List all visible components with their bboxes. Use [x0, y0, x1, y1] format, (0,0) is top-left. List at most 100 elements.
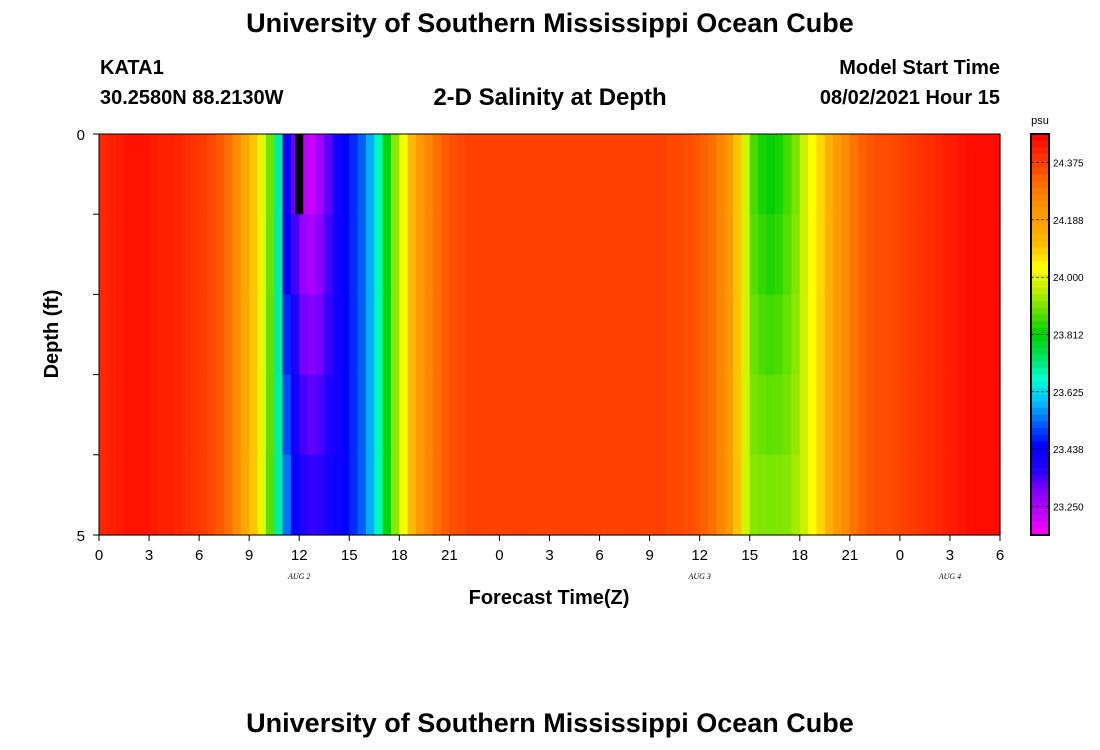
colorbar-swatch	[1031, 521, 1049, 529]
heatmap-cell	[482, 294, 492, 376]
heatmap-cell	[299, 134, 309, 215]
heatmap-cell	[766, 134, 776, 215]
heatmap-cell	[499, 294, 509, 376]
heatmap-cell	[991, 294, 1001, 376]
heatmap-cell	[616, 454, 626, 536]
heatmap-cell	[632, 214, 642, 295]
heatmap-cell	[591, 294, 601, 376]
heatmap-cell	[265, 294, 275, 376]
heatmap-cell	[507, 214, 517, 295]
heatmap-cell	[149, 214, 158, 295]
heatmap-cell	[491, 454, 501, 536]
heatmap-cell	[607, 214, 617, 295]
heatmap-cell	[157, 454, 167, 536]
heatmap-cell	[799, 294, 809, 376]
colorbar-swatch	[1031, 294, 1049, 302]
heatmap-cell	[240, 374, 250, 456]
heatmap-cell	[265, 374, 275, 456]
heatmap-cell	[958, 294, 968, 376]
heatmap-cell	[849, 374, 859, 456]
heatmap-cell	[407, 374, 417, 456]
heatmap-cell	[958, 454, 968, 536]
heatmap-cell	[958, 214, 968, 295]
heatmap-cell	[566, 454, 576, 536]
colorbar-swatch	[1031, 361, 1049, 369]
heatmap-cell	[691, 374, 701, 456]
heatmap-cell	[449, 294, 459, 376]
heatmap-cell	[224, 374, 234, 456]
heatmap-cell	[874, 454, 884, 536]
heatmap-cell	[482, 454, 492, 536]
heatmap-cell	[140, 294, 150, 376]
heatmap-cell	[958, 134, 968, 215]
heatmap-cell	[866, 214, 876, 295]
heatmap-cell	[724, 214, 734, 295]
missing-data-cell	[295, 134, 304, 215]
heatmap-cell	[532, 214, 542, 295]
heatmap-cell	[916, 454, 926, 536]
heatmap-cell	[891, 454, 901, 536]
x-date-label: AUG 2	[287, 572, 310, 581]
heatmap-cell	[916, 214, 926, 295]
heatmap-cell	[766, 374, 776, 456]
heatmap-cell	[716, 454, 726, 536]
heatmap-cell	[132, 374, 142, 456]
heatmap-cell	[924, 454, 934, 536]
heatmap-cell	[974, 134, 984, 215]
heatmap-cell	[390, 374, 400, 456]
heatmap-cell	[224, 294, 234, 376]
heatmap-cell	[616, 214, 626, 295]
heatmap-cell	[816, 374, 826, 456]
heatmap-cell	[165, 294, 175, 376]
heatmap-cell	[215, 134, 225, 215]
heatmap-cell	[249, 454, 259, 536]
heatmap-cell	[424, 134, 434, 215]
x-tick-label: 15	[741, 547, 758, 564]
heatmap-cell	[207, 454, 217, 536]
heatmap-cell	[441, 374, 450, 456]
colorbar-swatch	[1031, 468, 1049, 476]
heatmap-cell	[733, 214, 742, 295]
heatmap-cell	[983, 294, 993, 376]
heatmap-cell	[766, 214, 776, 295]
heatmap-cell	[140, 454, 150, 536]
heatmap-cell	[124, 294, 133, 376]
heatmap-cell	[758, 454, 767, 536]
heatmap-cell	[315, 454, 325, 536]
heatmap-cell	[99, 294, 108, 376]
heatmap-cell	[257, 294, 267, 376]
heatmap-cell	[324, 214, 334, 295]
heatmap-cell	[899, 374, 909, 456]
heatmap-cell	[382, 374, 392, 456]
heatmap-cell	[632, 294, 642, 376]
heatmap-cell	[274, 454, 284, 536]
heatmap-cell	[799, 214, 809, 295]
heatmap-cells	[99, 134, 1001, 536]
heatmap-cell	[349, 374, 359, 456]
heatmap-cell	[566, 134, 576, 215]
heatmap-cell	[908, 134, 918, 215]
heatmap-cell	[649, 214, 659, 295]
heatmap-cell	[424, 374, 434, 456]
heatmap-cell	[916, 374, 926, 456]
heatmap-cell	[824, 134, 834, 215]
heatmap-cell	[282, 454, 292, 536]
heatmap-cell	[616, 134, 626, 215]
heatmap-cell	[766, 294, 776, 376]
heatmap-cell	[432, 134, 442, 215]
heatmap-cell	[332, 374, 342, 456]
colorbar-swatch	[1031, 421, 1049, 429]
heatmap-cell	[899, 294, 909, 376]
heatmap-cell	[432, 294, 442, 376]
colorbar-swatch	[1031, 207, 1049, 215]
heatmap-cell	[733, 454, 742, 536]
heatmap-cell	[657, 294, 667, 376]
heatmap-cell	[808, 294, 818, 376]
heatmap-cell	[507, 454, 517, 536]
heatmap-cell	[924, 134, 934, 215]
heatmap-cell	[649, 134, 659, 215]
heatmap-cell	[908, 214, 918, 295]
heatmap-cell	[290, 454, 300, 536]
heatmap-cell	[416, 294, 425, 376]
colorbar-swatch	[1031, 267, 1049, 275]
